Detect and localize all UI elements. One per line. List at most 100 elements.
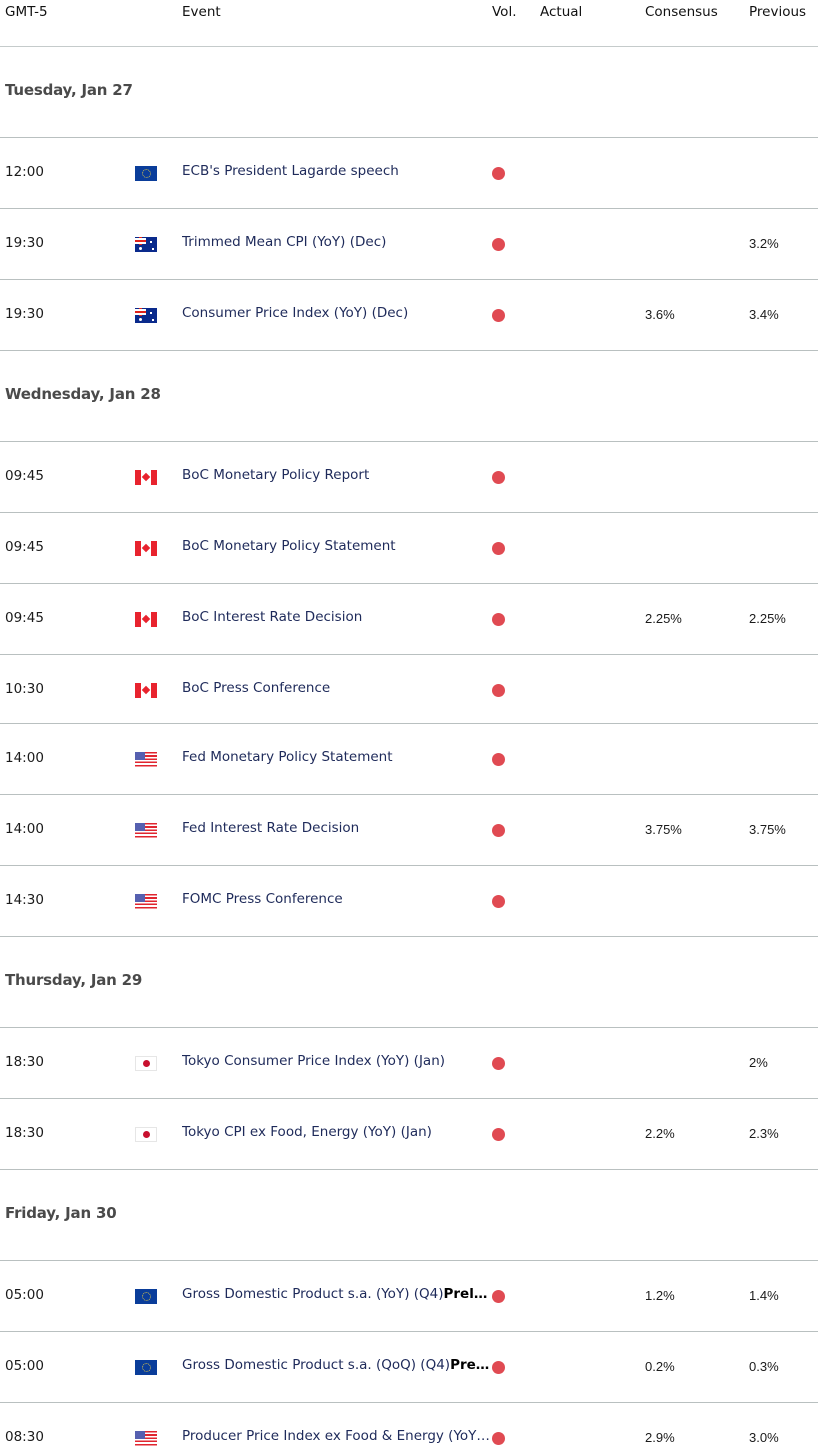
volatility-high-icon — [492, 471, 505, 484]
event-consensus: 2.9% — [645, 1430, 675, 1445]
event-consensus: 3.6% — [645, 307, 675, 322]
event-time: 14:30 — [5, 892, 44, 908]
event-previous: 1.4% — [749, 1288, 779, 1303]
volatility-high-icon — [492, 1057, 505, 1070]
day-label: Friday, Jan 30 — [5, 1204, 117, 1222]
event-previous: 3.0% — [749, 1430, 779, 1445]
eu-flag-icon — [135, 166, 157, 181]
usa-flag-icon — [135, 752, 157, 767]
volatility-high-icon — [492, 238, 505, 251]
event-name[interactable]: Tokyo CPI ex Food, Energy (YoY) (Jan) — [182, 1124, 432, 1140]
event-consensus: 2.25% — [645, 611, 682, 626]
day-label: Thursday, Jan 29 — [5, 971, 143, 989]
event-previous: 3.4% — [749, 307, 779, 322]
usa-flag-icon — [135, 1431, 157, 1446]
header-timezone[interactable]: GMT-5 — [5, 4, 48, 20]
japan-flag-icon — [135, 1056, 157, 1071]
event-time: 05:00 — [5, 1287, 44, 1303]
event-time: 05:00 — [5, 1358, 44, 1374]
event-name[interactable]: Gross Domestic Product s.a. (YoY) (Q4)Pr… — [182, 1286, 492, 1302]
event-row[interactable]: 14:30 FOMC Press Conference — [0, 866, 818, 937]
event-row[interactable]: 19:30 Consumer Price Index (YoY) (Dec) 3… — [0, 280, 818, 351]
event-preliminary-tag: Prel… — [443, 1286, 488, 1302]
event-row[interactable]: 08:30 Producer Price Index ex Food & Ene… — [0, 1403, 818, 1455]
day-header: Wednesday, Jan 28 — [0, 351, 818, 442]
volatility-high-icon — [492, 1128, 505, 1141]
day-header: Thursday, Jan 29 — [0, 937, 818, 1028]
event-time: 09:45 — [5, 610, 44, 626]
event-row[interactable]: 09:45 BoC Monetary Policy Statement — [0, 513, 818, 584]
event-preliminary-tag: Pre… — [450, 1357, 490, 1373]
volatility-high-icon — [492, 1361, 505, 1374]
event-name[interactable]: Producer Price Index ex Food & Energy (Y… — [182, 1428, 490, 1444]
eu-flag-icon — [135, 1360, 157, 1375]
event-previous: 3.75% — [749, 822, 786, 837]
volatility-high-icon — [492, 309, 505, 322]
volatility-high-icon — [492, 684, 505, 697]
event-row[interactable]: 10:30 BoC Press Conference — [0, 655, 818, 724]
header-vol: Vol. — [492, 4, 517, 20]
volatility-high-icon — [492, 1290, 505, 1303]
day-header: Tuesday, Jan 27 — [0, 47, 818, 138]
usa-flag-icon — [135, 823, 157, 838]
header-previous: Previous — [749, 4, 807, 20]
event-time: 19:30 — [5, 235, 44, 251]
event-row[interactable]: 14:00 Fed Interest Rate Decision 3.75% 3… — [0, 795, 818, 866]
event-time: 09:45 — [5, 468, 44, 484]
event-time: 10:30 — [5, 681, 44, 697]
event-name[interactable]: BoC Press Conference — [182, 680, 331, 696]
event-row[interactable]: 05:00 Gross Domestic Product s.a. (YoY) … — [0, 1261, 818, 1332]
event-name[interactable]: Tokyo Consumer Price Index (YoY) (Jan) — [182, 1053, 446, 1069]
event-row[interactable]: 12:00 ECB's President Lagarde speech — [0, 138, 818, 209]
canada-flag-icon — [135, 683, 157, 698]
volatility-high-icon — [492, 1432, 505, 1445]
event-row[interactable]: 05:00 Gross Domestic Product s.a. (QoQ) … — [0, 1332, 818, 1403]
volatility-high-icon — [492, 895, 505, 908]
event-time: 12:00 — [5, 164, 44, 180]
event-consensus: 1.2% — [645, 1288, 675, 1303]
volatility-high-icon — [492, 542, 505, 555]
event-consensus: 3.75% — [645, 822, 682, 837]
event-name[interactable]: Fed Interest Rate Decision — [182, 820, 360, 836]
event-name[interactable]: FOMC Press Conference — [182, 891, 343, 907]
event-name[interactable]: BoC Monetary Policy Statement — [182, 538, 396, 554]
usa-flag-icon — [135, 894, 157, 909]
event-previous: 3.2% — [749, 236, 779, 251]
event-row[interactable]: 18:30 Tokyo Consumer Price Index (YoY) (… — [0, 1028, 818, 1099]
day-label: Tuesday, Jan 27 — [5, 81, 133, 99]
event-time: 18:30 — [5, 1054, 44, 1070]
header-event: Event — [182, 4, 221, 20]
event-row[interactable]: 09:45 BoC Monetary Policy Report — [0, 442, 818, 513]
event-title: Gross Domestic Product s.a. (YoY) (Q4) — [182, 1286, 444, 1302]
volatility-high-icon — [492, 824, 505, 837]
event-name[interactable]: Fed Monetary Policy Statement — [182, 749, 393, 765]
event-name[interactable]: Consumer Price Index (YoY) (Dec) — [182, 305, 409, 321]
event-name[interactable]: BoC Interest Rate Decision — [182, 609, 363, 625]
volatility-high-icon — [492, 753, 505, 766]
event-time: 18:30 — [5, 1125, 44, 1141]
event-previous: 2.3% — [749, 1126, 779, 1141]
event-previous: 0.3% — [749, 1359, 779, 1374]
canada-flag-icon — [135, 470, 157, 485]
event-row[interactable]: 14:00 Fed Monetary Policy Statement — [0, 724, 818, 795]
header-consensus: Consensus — [645, 4, 718, 20]
event-name[interactable]: ECB's President Lagarde speech — [182, 163, 399, 179]
event-name[interactable]: Gross Domestic Product s.a. (QoQ) (Q4)Pr… — [182, 1357, 492, 1373]
event-previous: 2.25% — [749, 611, 786, 626]
japan-flag-icon — [135, 1127, 157, 1142]
header-actual: Actual — [540, 4, 583, 20]
event-time: 08:30 — [5, 1429, 44, 1445]
event-name[interactable]: BoC Monetary Policy Report — [182, 467, 370, 483]
event-consensus: 0.2% — [645, 1359, 675, 1374]
event-time: 19:30 — [5, 306, 44, 322]
event-row[interactable]: 09:45 BoC Interest Rate Decision 2.25% 2… — [0, 584, 818, 655]
event-title: Gross Domestic Product s.a. (QoQ) (Q4) — [182, 1357, 451, 1373]
event-consensus: 2.2% — [645, 1126, 675, 1141]
event-row[interactable]: 18:30 Tokyo CPI ex Food, Energy (YoY) (J… — [0, 1099, 818, 1170]
event-previous: 2% — [749, 1055, 768, 1070]
volatility-high-icon — [492, 167, 505, 180]
event-name[interactable]: Trimmed Mean CPI (YoY) (Dec) — [182, 234, 387, 250]
event-time: 09:45 — [5, 539, 44, 555]
event-row[interactable]: 19:30 Trimmed Mean CPI (YoY) (Dec) 3.2% — [0, 209, 818, 280]
